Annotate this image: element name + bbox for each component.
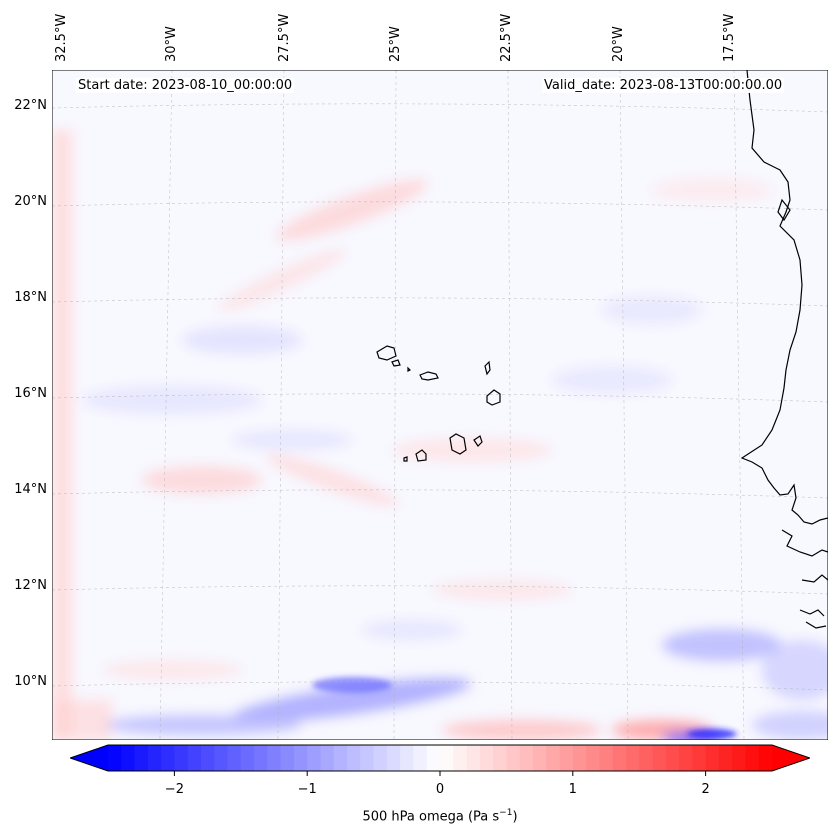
- colorbar-band: [333, 745, 348, 771]
- lat-label-12n: 12°N: [14, 578, 47, 593]
- colorbar-ticks: [173, 771, 707, 776]
- colorbar-label-text: 500 hPa omega (Pa s: [362, 809, 500, 825]
- coast-bay-loop: [777, 198, 791, 222]
- colorbar-band: [320, 745, 335, 771]
- colorbar-band: [147, 745, 162, 771]
- colorbar-band: [453, 745, 468, 771]
- colorbar: [70, 744, 810, 776]
- colorbar-band: [386, 745, 401, 771]
- lat-label-16n: 16°N: [14, 386, 47, 401]
- colorbar-band: [227, 745, 242, 771]
- coastline: [740, 70, 828, 629]
- colorbar-band: [347, 745, 361, 771]
- colorbar-band: [506, 745, 521, 771]
- colorbar-tick-label-2: 2: [701, 782, 710, 797]
- colorbar-band: [532, 745, 547, 771]
- colorbar-band: [758, 745, 773, 771]
- colorbar-tick-label-neg2: −2: [164, 782, 184, 797]
- lat-label-20n: 20°N: [14, 194, 47, 209]
- colorbar-band: [161, 745, 175, 771]
- colorbar-tick-label-1: 1: [568, 782, 577, 797]
- colorbar-band: [267, 745, 282, 771]
- colorbar-extend-max: [772, 745, 810, 771]
- cape-verde-islands: [376, 345, 501, 462]
- colorbar-band: [679, 745, 693, 771]
- colorbar-band: [373, 745, 388, 771]
- lon-label-20w: 20°W: [611, 26, 626, 62]
- lon-label-25w: 25°W: [388, 26, 403, 62]
- colorbar-band: [718, 745, 733, 771]
- colorbar-bands: [70, 745, 810, 771]
- colorbar-band: [400, 745, 415, 771]
- lon-label-22-5w: 22.5°W: [499, 13, 514, 62]
- colorbar-band: [200, 745, 215, 771]
- colorbar-band: [307, 745, 322, 771]
- colorbar-tick-label-neg1: −1: [297, 782, 317, 797]
- colorbar-band: [745, 745, 760, 771]
- colorbar-band: [121, 745, 136, 771]
- colorbar-band: [360, 745, 375, 771]
- colorbar-label-close: ): [512, 809, 518, 825]
- colorbar-band: [692, 745, 707, 771]
- colorbar-band: [134, 745, 149, 771]
- colorbar-outline: [70, 744, 810, 772]
- colorbar-label-exponent: −1: [499, 808, 513, 818]
- lon-label-17-5w: 17.5°W: [722, 13, 737, 62]
- lon-label-30w: 30°W: [164, 26, 179, 62]
- colorbar-tick-label-0: 0: [435, 782, 445, 797]
- colorbar-band: [413, 745, 428, 771]
- colorbar-band: [652, 745, 667, 771]
- colorbar-band: [280, 745, 295, 771]
- start-date-banner: Start date: 2023-08-10_00:00:00: [76, 78, 295, 93]
- colorbar-band: [639, 745, 654, 771]
- colorbar-band: [586, 745, 600, 771]
- lat-label-22n: 22°N: [14, 98, 47, 113]
- omega-field-map: [51, 69, 829, 741]
- colorbar-band: [705, 745, 720, 771]
- colorbar-band: [519, 745, 534, 771]
- lat-label-14n: 14°N: [14, 482, 47, 497]
- africa-coastline: [740, 70, 828, 525]
- colorbar-band: [572, 745, 587, 771]
- colorbar-band: [612, 745, 627, 771]
- omega-field-patches: [52, 130, 828, 740]
- colorbar-band: [479, 745, 494, 771]
- west-africa-islands-outline: [781, 529, 828, 629]
- colorbar-band: [546, 745, 561, 771]
- lon-label-27-5w: 27.5°W: [277, 13, 292, 62]
- colorbar-band: [599, 745, 614, 771]
- colorbar-band: [493, 745, 507, 771]
- colorbar-band: [665, 745, 680, 771]
- colorbar-band: [466, 745, 481, 771]
- lat-label-18n: 18°N: [14, 290, 47, 305]
- colorbar-band: [108, 745, 122, 771]
- lon-label-32-5w: 32.5°W: [54, 13, 69, 62]
- colorbar-label: 500 hPa omega (Pa s−1): [0, 808, 837, 824]
- lat-label-10n: 10°N: [14, 674, 47, 689]
- colorbar-band: [293, 745, 308, 771]
- colorbar-band: [214, 745, 229, 771]
- colorbar-band: [254, 745, 268, 771]
- colorbar-band: [625, 745, 640, 771]
- graticule: [52, 70, 828, 740]
- colorbar-band: [174, 745, 189, 771]
- colorbar-band: [240, 745, 255, 771]
- colorbar-extend-min: [70, 745, 108, 771]
- colorbar-band: [426, 745, 441, 771]
- colorbar-band: [559, 745, 574, 771]
- colorbar-band: [732, 745, 747, 771]
- colorbar-band: [187, 745, 202, 771]
- colorbar-band: [440, 745, 454, 771]
- valid-date-banner: Valid_date: 2023-08-13T00:00:00.00: [542, 78, 785, 93]
- omega-field-strong-patches: [312, 677, 737, 739]
- map-panel: [51, 69, 829, 741]
